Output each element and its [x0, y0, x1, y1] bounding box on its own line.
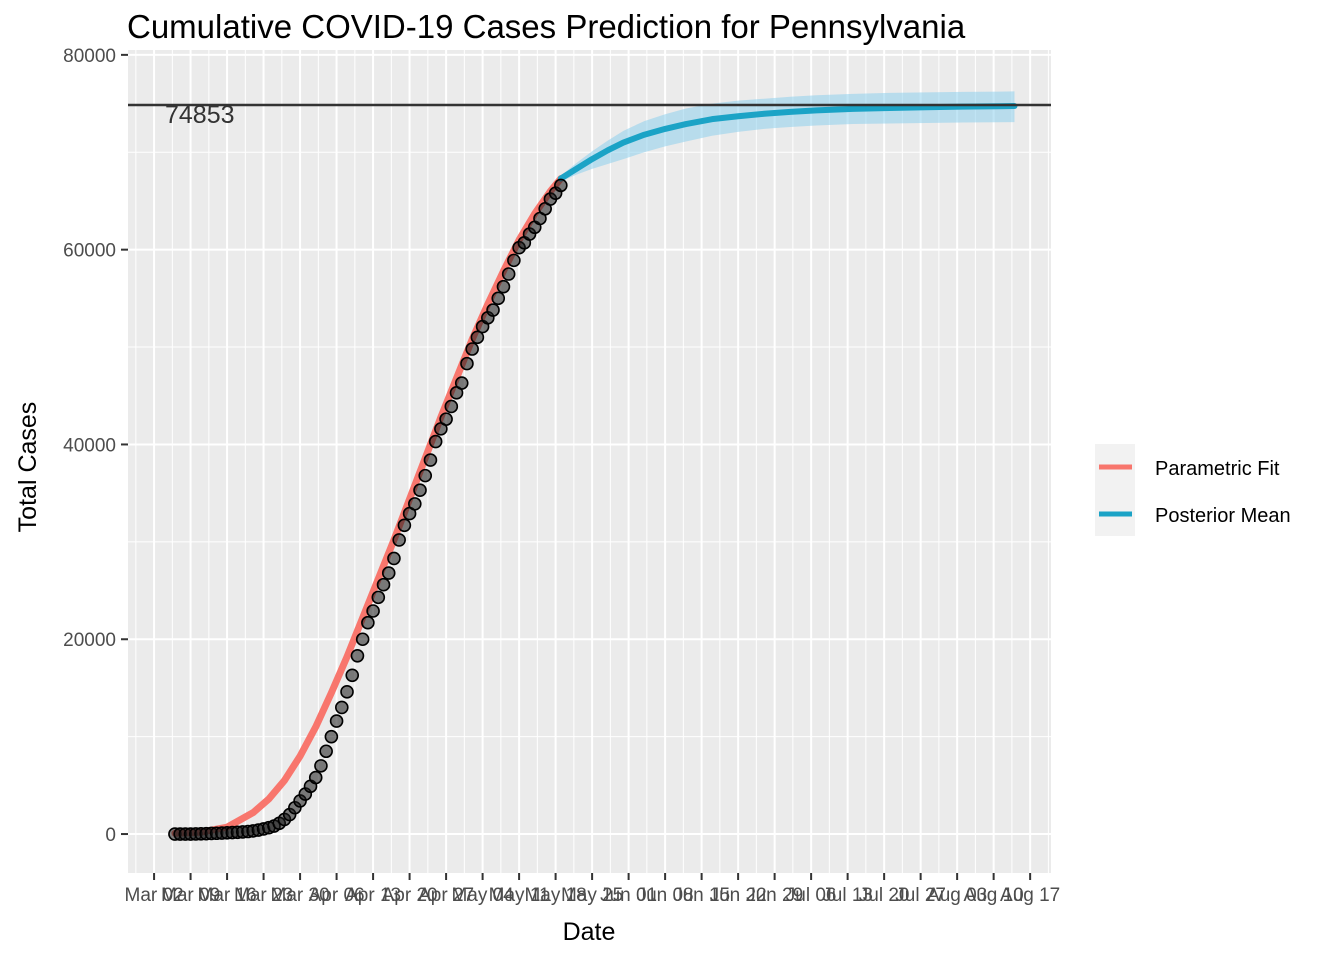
observed-point — [486, 303, 500, 317]
x-tick-label: May 25 — [561, 885, 623, 906]
y-tick-label: 80000 — [63, 46, 116, 67]
x-tick-label: Mar 23 — [234, 885, 293, 906]
x-tick-label: Jun 29 — [746, 885, 803, 906]
observed-point — [314, 759, 328, 773]
observed-point — [371, 590, 386, 605]
x-tick-label: Mar 09 — [161, 885, 220, 906]
x-tick-label: Apr 13 — [345, 885, 401, 906]
observed-point — [460, 356, 474, 371]
observed-point — [554, 178, 568, 193]
observed-points — [168, 178, 568, 841]
series-line-posterior-mean — [557, 103, 1018, 182]
series-lines — [171, 103, 1018, 837]
observed-point — [465, 342, 479, 356]
legend-label: Parametric Fit — [1155, 458, 1280, 480]
observed-point — [397, 518, 412, 533]
x-tick-label: Mar 02 — [125, 885, 184, 906]
x-tick-label: Apr 20 — [382, 885, 438, 906]
observed-point — [308, 770, 323, 785]
observed-point — [366, 604, 380, 618]
observed-point — [350, 649, 365, 663]
x-tick-label: Jul 06 — [786, 885, 837, 906]
x-tick-label: Mar 16 — [198, 885, 257, 906]
reference-line: 74853 — [128, 101, 1051, 129]
plot-panel — [128, 50, 1051, 873]
y-tick-label: 20000 — [63, 630, 116, 651]
observed-point — [444, 399, 459, 414]
observed-point — [376, 577, 391, 592]
x-tick-label: Jul 13 — [822, 885, 873, 906]
observed-point — [340, 685, 354, 699]
observed-point — [381, 566, 396, 580]
observed-point — [470, 330, 485, 345]
x-tick-label: Mar 30 — [271, 885, 330, 906]
legend-label: Posterior Mean — [1155, 505, 1291, 527]
y-axis: 0 20000 40000 60000 80000 — [63, 46, 128, 846]
x-tick-label: Aug 10 — [964, 885, 1024, 906]
observed-point — [501, 267, 516, 281]
x-tick-label: Jun 08 — [637, 885, 694, 906]
observed-point — [491, 291, 506, 306]
observed-point — [324, 729, 339, 744]
observed-point — [345, 668, 360, 683]
y-axis-title: Total Cases — [14, 402, 42, 533]
observed-point — [507, 253, 521, 268]
observed-point — [387, 551, 401, 566]
x-tick-label: Apr 06 — [309, 885, 365, 906]
x-tick-label: Jun 22 — [710, 885, 767, 906]
panel-background — [128, 50, 1051, 873]
x-tick-label: Jul 20 — [859, 885, 910, 906]
x-tick-label: Aug 17 — [1000, 885, 1060, 906]
observed-point — [408, 497, 422, 511]
observed-point — [454, 376, 469, 390]
x-tick-label: May 18 — [524, 885, 586, 906]
observed-point — [392, 533, 406, 547]
posterior-band — [560, 91, 1015, 182]
observed-point — [319, 744, 333, 759]
x-tick-label: Jul 27 — [895, 885, 946, 906]
series-line-parametric-fit — [171, 175, 565, 837]
x-tick-label: May 04 — [451, 885, 514, 906]
observed-point — [423, 453, 438, 467]
posterior-interval-band — [560, 91, 1015, 182]
y-tick-label: 40000 — [63, 435, 116, 456]
legend: Parametric Fit Posterior Mean — [1095, 444, 1291, 536]
observed-point — [496, 279, 511, 294]
observed-point — [329, 714, 344, 728]
observed-point — [439, 412, 453, 426]
x-tick-label: Jun 15 — [673, 885, 730, 906]
observed-point — [361, 615, 375, 630]
observed-point — [335, 700, 349, 715]
y-tick-label: 60000 — [63, 241, 116, 262]
x-axis-title: Date — [563, 918, 616, 946]
observed-point — [413, 483, 427, 498]
x-tick-label: Jun 01 — [600, 885, 657, 906]
observed-point — [428, 434, 443, 449]
reference-label: 74853 — [165, 101, 235, 129]
x-tick-label: Aug 03 — [927, 885, 987, 906]
observed-point — [418, 468, 433, 483]
y-tick-label: 0 — [105, 825, 116, 846]
legend-key-background — [1095, 444, 1135, 536]
observed-point — [355, 632, 370, 647]
x-tick-label: Apr 27 — [418, 885, 474, 906]
chart-title: Cumulative COVID-19 Cases Prediction for… — [127, 8, 966, 45]
grid-lines — [128, 50, 1051, 873]
x-tick-label: May 11 — [489, 885, 550, 906]
